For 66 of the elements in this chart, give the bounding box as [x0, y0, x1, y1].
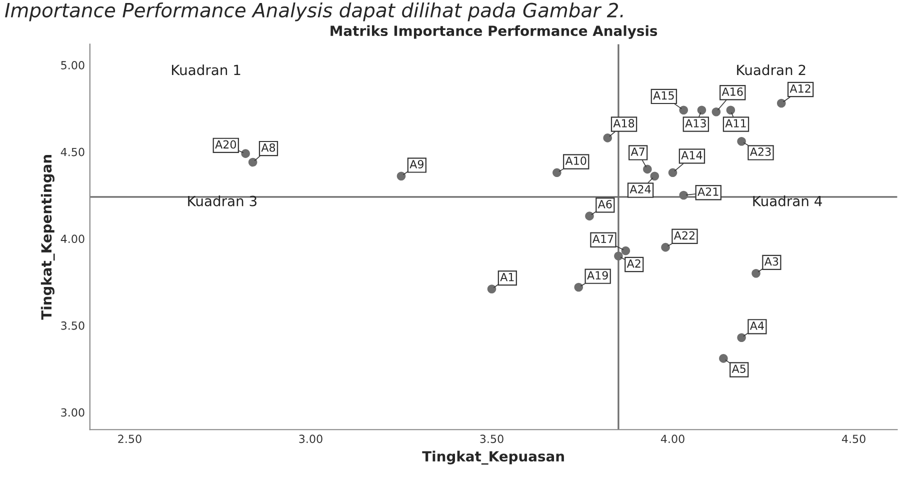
point: [552, 168, 562, 178]
y-tick-label: 5.00: [61, 61, 84, 70]
data-label: A17: [592, 234, 614, 243]
point: [679, 106, 688, 115]
data-label: A1: [500, 273, 514, 282]
point: [574, 282, 584, 292]
y-tick-label: 4.00: [60, 234, 84, 244]
point: [487, 284, 496, 294]
point: [726, 106, 736, 115]
x-tick-label: 3.50: [480, 434, 504, 444]
data-label: A20: [215, 140, 236, 149]
point: [752, 268, 760, 278]
point: [776, 98, 786, 108]
point: [737, 137, 746, 146]
point: [621, 246, 630, 256]
point: [712, 108, 721, 116]
data-label: A18: [613, 119, 634, 128]
point: [668, 168, 678, 178]
data-label: A12: [790, 84, 810, 93]
point: [697, 106, 706, 115]
data-label: A4: [750, 322, 764, 330]
x-tick-label: 4.00: [660, 434, 684, 444]
data-label: A13: [685, 119, 706, 128]
x-axis-title: Tingkat_Kepuasan: [422, 450, 564, 465]
point: [719, 354, 728, 363]
annotation: Kuadran 1: [172, 64, 240, 76]
y-tick-label: 3.50: [61, 321, 84, 330]
data-label: A2: [626, 259, 640, 268]
data-label: A16: [722, 87, 743, 96]
data-label: A3: [764, 257, 778, 266]
point: [650, 172, 660, 181]
data-label: A5: [732, 364, 746, 373]
data-label: A6: [598, 200, 612, 208]
y-tick-label: 4.50: [60, 148, 84, 156]
data-label: A24: [630, 185, 651, 194]
data-label: A21: [698, 187, 718, 196]
text: Importance Performance Analysis dapat dilihat pada Gambar 2.: [5, 2, 623, 22]
point: [603, 134, 612, 142]
annotation: Kuadran 3: [188, 196, 256, 206]
data-label: A14: [681, 151, 702, 160]
data-label: A7: [630, 148, 644, 156]
x-tick-label: 3.00: [299, 434, 322, 444]
data-label: A19: [587, 271, 608, 280]
point: [241, 149, 250, 158]
data-label: A23: [750, 148, 771, 156]
point: [585, 212, 594, 220]
data-label: A22: [674, 231, 694, 240]
chart-title: Matriks Importance Performance Analysis: [330, 25, 658, 39]
point: [661, 242, 670, 252]
x-tick-label: 2.50: [118, 434, 142, 444]
point: [614, 252, 623, 260]
data-label: A11: [725, 119, 746, 128]
point: [643, 164, 652, 174]
data-label: A10: [565, 156, 586, 165]
data-label: A8: [261, 143, 276, 152]
annotation: Kuadran 2: [737, 64, 806, 76]
y-tick-label: 3.00: [61, 408, 84, 417]
point: [396, 172, 406, 181]
data-label: A15: [653, 91, 674, 100]
point: [737, 333, 746, 342]
annotation: Kuadran 4: [753, 196, 822, 206]
y-axis-title: Tingkat_Kepentingan: [40, 155, 55, 320]
x-tick-label: 4.50: [842, 434, 866, 444]
point: [248, 158, 258, 167]
data-label: A9: [410, 160, 424, 168]
point: [679, 190, 688, 200]
